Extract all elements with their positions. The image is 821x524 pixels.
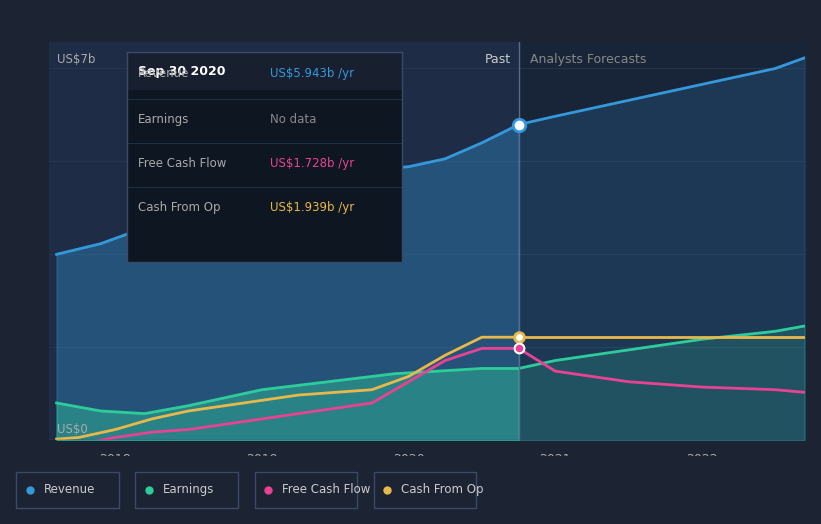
Text: Cash From Op: Cash From Op (401, 484, 483, 496)
FancyBboxPatch shape (127, 52, 402, 90)
Text: Revenue: Revenue (138, 67, 190, 80)
Text: Cash From Op: Cash From Op (138, 201, 221, 214)
Text: Earnings: Earnings (163, 484, 214, 496)
Text: US$1.939b /yr: US$1.939b /yr (270, 201, 355, 214)
Bar (519, 42, 805, 440)
Text: No data: No data (270, 113, 317, 126)
Text: US$5.943b /yr: US$5.943b /yr (270, 67, 355, 80)
Bar (49, 42, 519, 440)
Text: US$0: US$0 (57, 423, 87, 436)
Text: Analysts Forecasts: Analysts Forecasts (530, 53, 647, 67)
Text: Past: Past (485, 53, 511, 67)
Text: Sep 30 2020: Sep 30 2020 (138, 65, 226, 78)
Text: US$1.728b /yr: US$1.728b /yr (270, 157, 355, 170)
Text: Free Cash Flow: Free Cash Flow (138, 157, 227, 170)
Text: Revenue: Revenue (44, 484, 95, 496)
Text: Free Cash Flow: Free Cash Flow (282, 484, 370, 496)
Text: US$7b: US$7b (57, 53, 95, 66)
Text: Earnings: Earnings (138, 113, 190, 126)
